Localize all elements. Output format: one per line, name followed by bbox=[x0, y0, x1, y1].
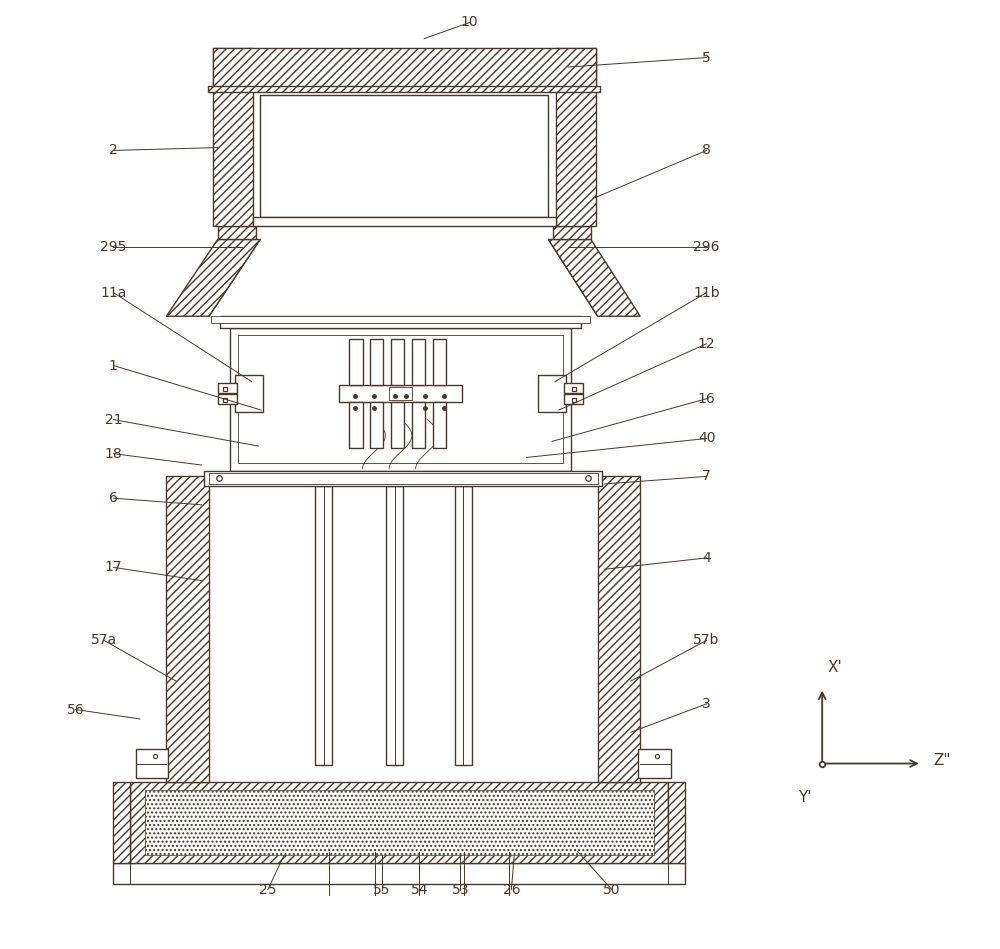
Bar bbox=[564, 395, 583, 404]
Bar bbox=[339, 385, 462, 402]
Bar bbox=[412, 340, 425, 385]
Polygon shape bbox=[166, 239, 260, 316]
Bar bbox=[386, 486, 403, 766]
Text: 26: 26 bbox=[503, 883, 520, 897]
Text: 4: 4 bbox=[702, 550, 711, 565]
Bar bbox=[218, 226, 256, 239]
Bar bbox=[315, 486, 332, 766]
Text: 295: 295 bbox=[100, 240, 127, 254]
Text: 18: 18 bbox=[104, 447, 122, 460]
Bar bbox=[433, 340, 446, 385]
Text: 40: 40 bbox=[698, 432, 715, 445]
Text: 2: 2 bbox=[109, 143, 118, 158]
Bar bbox=[538, 376, 566, 412]
Bar bbox=[260, 96, 548, 216]
Bar bbox=[235, 376, 263, 412]
Bar bbox=[638, 750, 671, 778]
Bar bbox=[145, 791, 654, 855]
Bar bbox=[218, 395, 237, 404]
Polygon shape bbox=[209, 239, 598, 316]
Polygon shape bbox=[548, 239, 640, 316]
Bar bbox=[553, 226, 591, 239]
Text: 6: 6 bbox=[109, 492, 118, 505]
Bar bbox=[349, 340, 363, 385]
Bar bbox=[136, 750, 168, 778]
Text: 56: 56 bbox=[67, 702, 84, 716]
Bar bbox=[213, 48, 596, 88]
Bar bbox=[389, 387, 412, 400]
Text: 16: 16 bbox=[698, 392, 715, 405]
Text: 57b: 57b bbox=[693, 633, 720, 647]
Bar bbox=[113, 863, 685, 884]
Bar bbox=[208, 86, 600, 92]
Bar bbox=[218, 383, 237, 393]
Bar bbox=[433, 402, 446, 448]
Bar bbox=[564, 383, 583, 393]
Text: 50: 50 bbox=[603, 883, 621, 897]
Text: Y': Y' bbox=[798, 791, 812, 805]
Bar bbox=[113, 783, 130, 863]
Text: 21: 21 bbox=[105, 413, 122, 426]
Text: 10: 10 bbox=[461, 15, 478, 29]
Text: 57a: 57a bbox=[91, 633, 117, 647]
Text: 25: 25 bbox=[259, 883, 277, 897]
Text: X': X' bbox=[828, 661, 843, 676]
Bar bbox=[238, 335, 563, 463]
Bar bbox=[220, 316, 581, 327]
Bar bbox=[209, 473, 598, 484]
Bar bbox=[253, 88, 556, 226]
Text: 54: 54 bbox=[411, 883, 428, 897]
Text: 53: 53 bbox=[451, 883, 469, 897]
Bar bbox=[349, 402, 363, 448]
Bar bbox=[668, 783, 685, 863]
Text: 5: 5 bbox=[702, 50, 711, 65]
Bar bbox=[412, 402, 425, 448]
Text: 11a: 11a bbox=[100, 286, 127, 300]
Text: 3: 3 bbox=[702, 697, 711, 711]
Bar bbox=[253, 216, 556, 226]
Text: 17: 17 bbox=[105, 560, 122, 574]
Bar bbox=[556, 48, 596, 226]
Bar bbox=[204, 471, 602, 486]
Text: 7: 7 bbox=[702, 470, 711, 483]
Bar bbox=[391, 402, 404, 448]
Bar bbox=[130, 783, 668, 863]
Bar bbox=[598, 476, 640, 783]
Text: 1: 1 bbox=[109, 359, 118, 373]
Bar bbox=[370, 402, 383, 448]
Bar bbox=[209, 476, 598, 783]
Text: 11b: 11b bbox=[693, 286, 720, 300]
Bar bbox=[391, 340, 404, 385]
Text: 8: 8 bbox=[702, 143, 711, 158]
Bar bbox=[370, 340, 383, 385]
Text: 296: 296 bbox=[693, 240, 720, 254]
Bar bbox=[455, 486, 472, 766]
Text: Z": Z" bbox=[933, 754, 951, 768]
Bar bbox=[213, 48, 253, 226]
Text: 12: 12 bbox=[698, 337, 715, 351]
Bar bbox=[230, 327, 571, 471]
Text: 55: 55 bbox=[373, 883, 390, 897]
Bar bbox=[211, 316, 590, 323]
Bar bbox=[166, 476, 209, 783]
